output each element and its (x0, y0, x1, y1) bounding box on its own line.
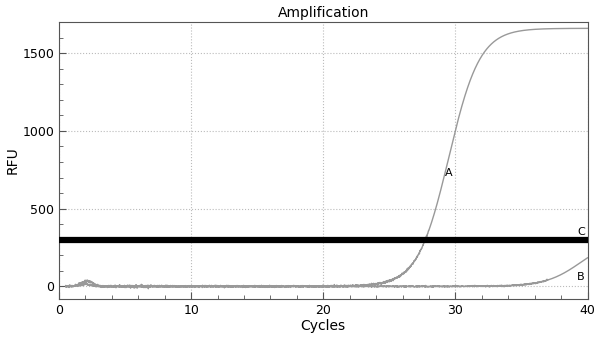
X-axis label: Cycles: Cycles (300, 319, 346, 334)
Title: Amplification: Amplification (278, 5, 369, 20)
Text: A: A (445, 167, 453, 178)
Text: C: C (577, 227, 585, 237)
Y-axis label: RFU: RFU (5, 146, 20, 174)
Text: B: B (577, 272, 585, 282)
